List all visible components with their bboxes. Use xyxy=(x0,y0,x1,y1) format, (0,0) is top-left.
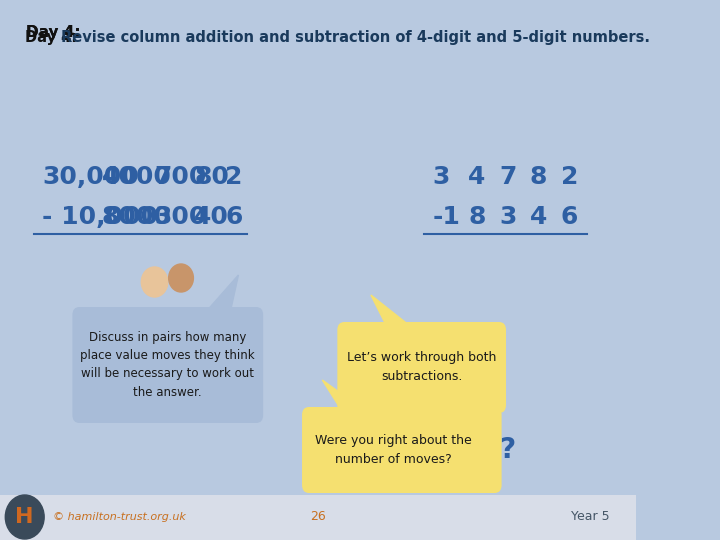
Circle shape xyxy=(168,264,194,292)
Circle shape xyxy=(141,267,168,297)
Text: ?: ? xyxy=(499,436,515,464)
Text: Day 4:: Day 4: xyxy=(27,24,86,39)
Text: Year 5: Year 5 xyxy=(571,510,609,523)
Text: - 10,000: - 10,000 xyxy=(42,205,158,229)
Polygon shape xyxy=(323,380,371,415)
Text: 4: 4 xyxy=(530,205,547,229)
Text: H: H xyxy=(15,507,34,527)
Text: 3: 3 xyxy=(499,205,516,229)
Polygon shape xyxy=(371,295,415,330)
Polygon shape xyxy=(203,275,238,315)
Text: 300: 300 xyxy=(155,205,207,229)
Text: 6: 6 xyxy=(561,205,578,229)
Text: 26: 26 xyxy=(310,510,325,523)
Text: 2: 2 xyxy=(225,165,243,189)
Text: 4: 4 xyxy=(468,165,485,189)
Text: -1: -1 xyxy=(433,205,461,229)
Text: 6: 6 xyxy=(225,205,243,229)
Text: 40: 40 xyxy=(194,205,229,229)
FancyBboxPatch shape xyxy=(302,407,502,493)
Bar xyxy=(0,495,636,540)
Text: Discuss in pairs how many
place value moves they think
will be necessary to work: Discuss in pairs how many place value mo… xyxy=(81,332,255,399)
FancyBboxPatch shape xyxy=(338,322,506,413)
Text: 4000: 4000 xyxy=(102,165,171,189)
Text: Let’s work through both
subtractions.: Let’s work through both subtractions. xyxy=(347,352,496,383)
Text: 2: 2 xyxy=(561,165,578,189)
FancyBboxPatch shape xyxy=(73,307,264,423)
Text: 8: 8 xyxy=(530,165,547,189)
Text: Were you right about the
number of moves?: Were you right about the number of moves… xyxy=(315,434,472,466)
Text: Revise column addition and subtraction of 4-digit and 5-digit numbers.: Revise column addition and subtraction o… xyxy=(60,30,649,45)
Text: Day 4:: Day 4: xyxy=(24,30,82,45)
Circle shape xyxy=(5,495,44,539)
Text: 80: 80 xyxy=(194,165,229,189)
Text: 30,000: 30,000 xyxy=(42,165,139,189)
Text: 8: 8 xyxy=(468,205,485,229)
Text: © hamilton-trust.org.uk: © hamilton-trust.org.uk xyxy=(53,512,186,522)
Text: 3: 3 xyxy=(433,165,450,189)
Text: 700: 700 xyxy=(155,165,207,189)
Text: 7: 7 xyxy=(499,165,516,189)
Text: 8000: 8000 xyxy=(102,205,171,229)
Text: Day 4:: Day 4: xyxy=(27,24,86,39)
